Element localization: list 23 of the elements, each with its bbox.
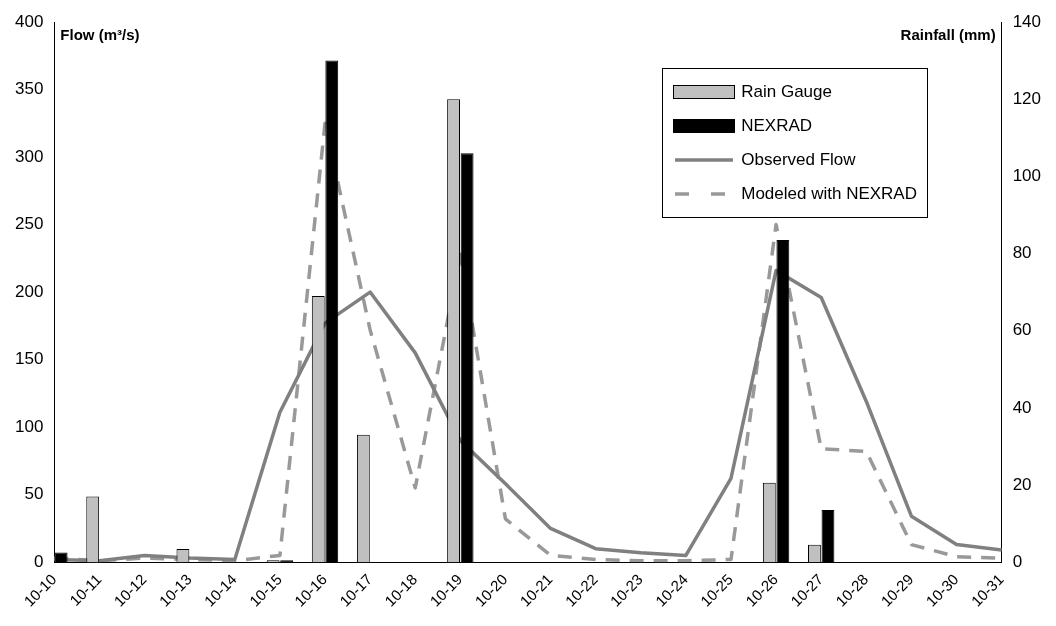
- y-tick-label: 400: [14, 11, 44, 31]
- y2-tick-label: 100: [1012, 166, 1042, 186]
- y-tick-label: 0: [33, 551, 44, 571]
- y-axis-title: Flow (m³/s): [60, 25, 140, 43]
- y2-tick-label: 80: [1012, 243, 1032, 263]
- y-tick-label: 200: [14, 281, 44, 301]
- y-tick-label: 350: [14, 79, 44, 99]
- y-tick-label: 250: [14, 214, 44, 234]
- y-tick-label: 50: [24, 484, 44, 504]
- y-tick-label: 100: [14, 416, 44, 436]
- y-tick-label: 300: [14, 146, 44, 166]
- y2-tick-label: 60: [1012, 320, 1032, 340]
- legend-label: Rain Gauge: [741, 82, 832, 102]
- y2-tick-label: 0: [1012, 551, 1023, 571]
- legend-label: NEXRAD: [741, 116, 813, 136]
- legend-label: Observed Flow: [741, 150, 856, 170]
- y-tick-label: 150: [14, 349, 44, 369]
- y2-tick-label: 20: [1012, 474, 1032, 494]
- y2-axis-title: Rainfall (mm): [900, 25, 996, 43]
- y2-tick-label: 40: [1012, 397, 1032, 417]
- y2-tick-label: 120: [1012, 88, 1042, 108]
- legend-label: Modeled with NEXRAD: [741, 184, 917, 204]
- y2-tick-label: 140: [1012, 11, 1042, 31]
